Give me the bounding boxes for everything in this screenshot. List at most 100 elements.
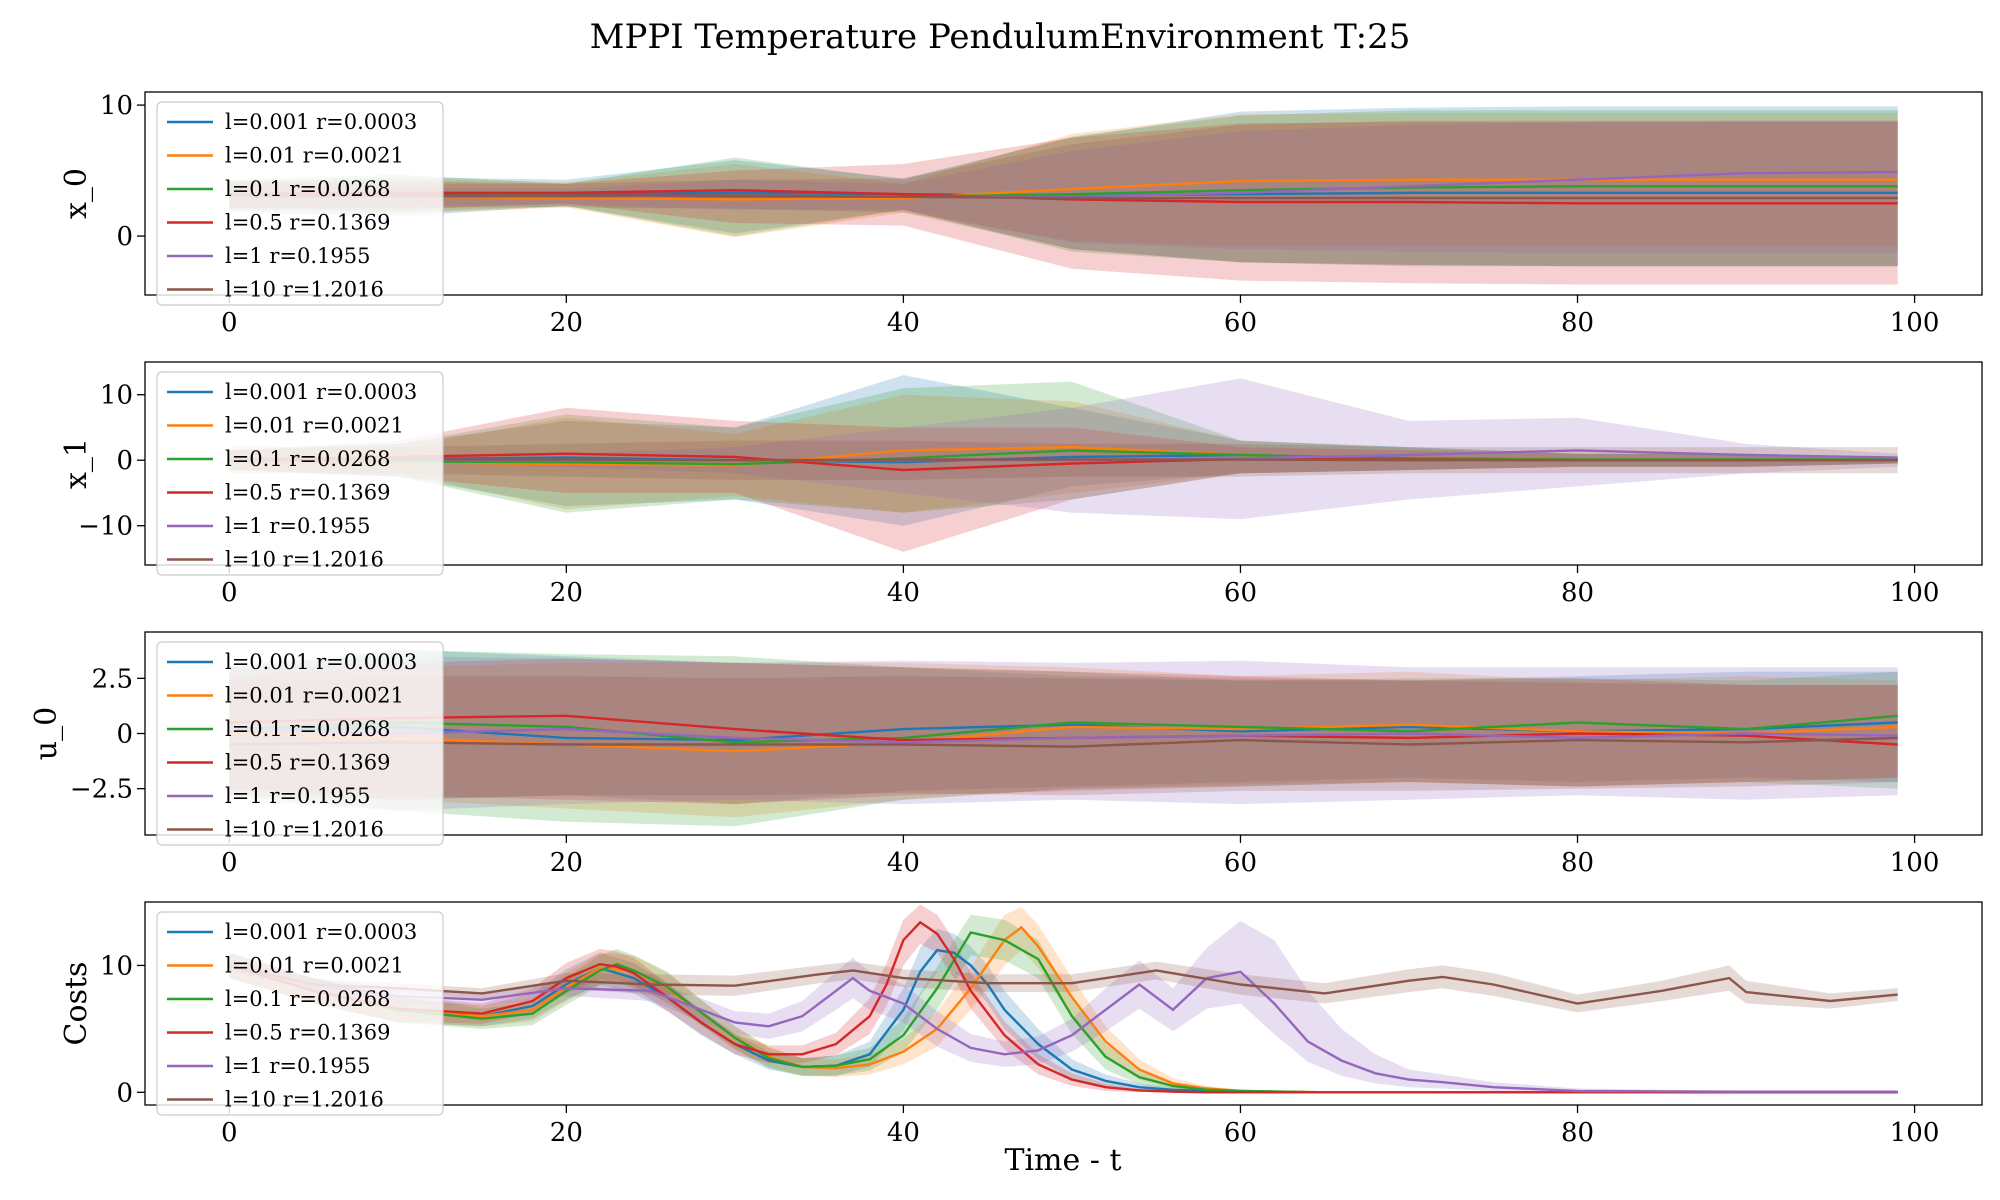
line-l-0-5-r-0-1369 bbox=[229, 188, 1898, 205]
legend: l=0.001 r=0.0003 l=0.01 r=0.0021 l=0.1 r=0… bbox=[156, 641, 444, 846]
legend-label: l=0.1 r=0.0268 bbox=[225, 177, 391, 201]
x-tick-label: 20 bbox=[550, 1118, 583, 1148]
legend-label: l=10 r=1.2016 bbox=[225, 548, 384, 572]
x-tick-label: 40 bbox=[887, 578, 920, 608]
axes-frame bbox=[144, 91, 1983, 296]
y-tick-label: −10 bbox=[78, 512, 133, 542]
subplot-x-0: 0 20 40 60 80 100 0 10 x_0 l=0.001 r=0.0003 l=0.01… bbox=[59, 91, 1983, 338]
x-tick-label: 20 bbox=[550, 578, 583, 608]
line-l-0-5-r-0-1369 bbox=[228, 920, 1898, 1094]
legend-label: l=0.001 r=0.0003 bbox=[225, 920, 417, 944]
x-tick-label: 80 bbox=[1561, 1118, 1594, 1148]
plot-area bbox=[229, 106, 1898, 285]
legend-label: l=0.1 r=0.0268 bbox=[225, 717, 391, 741]
legend-label: l=0.5 r=0.1369 bbox=[225, 751, 391, 775]
x-tick-label: 60 bbox=[1224, 848, 1257, 878]
line-l-1-r-0-1955 bbox=[229, 170, 1898, 199]
x-tick-label: 20 bbox=[550, 308, 583, 338]
legend: l=0.001 r=0.0003 l=0.01 r=0.0021 l=0.1 r=0… bbox=[156, 371, 444, 576]
x-tick-label: 40 bbox=[887, 848, 920, 878]
x-tick-label: 0 bbox=[221, 578, 238, 608]
legend: l=0.001 r=0.0003 l=0.01 r=0.0021 l=0.1 r=0… bbox=[156, 101, 444, 306]
x-tick-label: 40 bbox=[887, 1118, 920, 1148]
band-l-0-001-r-0-0003 bbox=[229, 928, 1898, 1093]
legend-label: l=1 r=0.1955 bbox=[225, 244, 370, 268]
legend-label: l=0.001 r=0.0003 bbox=[225, 650, 417, 674]
legend-box bbox=[156, 371, 444, 576]
line-l-10-r-1-2016 bbox=[229, 964, 1898, 1005]
band-l-0-5-r-0-1369 bbox=[229, 407, 1898, 552]
y-axis-label: x_0 bbox=[59, 168, 94, 219]
legend-box bbox=[156, 641, 444, 846]
x-tick-label: 40 bbox=[887, 308, 920, 338]
axes-frame bbox=[144, 901, 1983, 1106]
band-l-0-01-r-0-0021 bbox=[229, 662, 1898, 818]
x-tick-label: 20 bbox=[550, 848, 583, 878]
x-tick-label: 100 bbox=[1890, 308, 1940, 338]
plot-area bbox=[228, 904, 1898, 1094]
line-l-1-r-0-1955 bbox=[229, 964, 1898, 1093]
x-axis-label: Time - t bbox=[1004, 1143, 1121, 1178]
band-l-0-01-r-0-0021 bbox=[229, 113, 1898, 247]
band-l-1-r-0-1955 bbox=[229, 120, 1898, 254]
y-tick-label: −2.5 bbox=[70, 775, 133, 805]
legend: l=0.001 r=0.0003 l=0.01 r=0.0021 l=0.1 r=0… bbox=[156, 911, 444, 1116]
y-tick-label: 0 bbox=[116, 720, 133, 750]
x-tick-label: 100 bbox=[1890, 578, 1940, 608]
x-tick-label: 60 bbox=[1224, 308, 1257, 338]
legend-label: l=1 r=0.1955 bbox=[225, 784, 370, 808]
legend-label: l=0.5 r=0.1369 bbox=[225, 211, 391, 235]
subplot-u-0: 0 20 40 60 80 100−2.502.5u_0l=0.001 r=0.0003l… bbox=[29, 631, 1983, 878]
x-tick-label: 0 bbox=[221, 308, 238, 338]
x-tick-label: 80 bbox=[1561, 308, 1594, 338]
line-l-10-r-1-2016 bbox=[229, 736, 1898, 748]
y-tick-label: 10 bbox=[100, 951, 133, 981]
line-l-0-1-r-0-0268 bbox=[229, 714, 1898, 744]
axes-frame bbox=[144, 361, 1983, 566]
plot-area bbox=[229, 375, 1898, 552]
plot-area bbox=[229, 649, 1898, 827]
figure-title: MPPI Temperature PendulumEnvironment T:2… bbox=[590, 17, 1411, 57]
legend-label: l=10 r=1.2016 bbox=[225, 818, 384, 842]
x-tick-label: 60 bbox=[1224, 578, 1257, 608]
y-axis-label: u_0 bbox=[29, 707, 64, 760]
y-tick-label: 2.5 bbox=[92, 664, 133, 694]
band-l-0-5-r-0-1369 bbox=[229, 658, 1898, 805]
legend-box bbox=[156, 101, 444, 306]
legend-label: l=0.01 r=0.0021 bbox=[225, 144, 404, 168]
legend-label: l=0.001 r=0.0003 bbox=[225, 380, 417, 404]
y-tick-label: 0 bbox=[116, 222, 133, 252]
x-tick-label: 0 bbox=[221, 1118, 238, 1148]
line-l-10-r-1-2016 bbox=[229, 194, 1898, 200]
legend-label: l=0.01 r=0.0021 bbox=[225, 684, 404, 708]
x-tick-label: 80 bbox=[1561, 848, 1594, 878]
y-tick-label: 0 bbox=[116, 446, 133, 476]
line-l-0-001-r-0-0003 bbox=[229, 721, 1898, 742]
x-tick-label: 100 bbox=[1890, 848, 1940, 878]
band-l-1-r-0-1955 bbox=[229, 656, 1898, 811]
y-tick-label: 10 bbox=[100, 91, 133, 121]
legend-label: l=0.1 r=0.0268 bbox=[225, 447, 391, 471]
legend-label: l=0.01 r=0.0021 bbox=[225, 954, 404, 978]
legend-label: l=0.001 r=0.0003 bbox=[225, 110, 417, 134]
legend-box bbox=[156, 911, 444, 1116]
band-l-0-001-r-0-0003 bbox=[229, 106, 1898, 267]
legend-label: l=10 r=1.2016 bbox=[225, 1088, 384, 1112]
legend-label: l=0.1 r=0.0268 bbox=[225, 987, 391, 1011]
y-axis-label: Costs bbox=[59, 962, 94, 1046]
x-tick-label: 60 bbox=[1224, 1118, 1257, 1148]
band-l-1-r-0-1955 bbox=[229, 378, 1898, 520]
line-l-1-r-0-1955 bbox=[229, 727, 1898, 744]
x-tick-label: 80 bbox=[1561, 578, 1594, 608]
x-tick-label: 100 bbox=[1890, 1118, 1940, 1148]
legend-label: l=1 r=0.1955 bbox=[225, 1054, 370, 1078]
line-l-10-r-1-2016 bbox=[229, 458, 1898, 462]
legend-label: l=0.5 r=0.1369 bbox=[225, 1021, 391, 1045]
band-l-0-01-r-0-0021 bbox=[229, 394, 1898, 513]
legend-label: l=0.5 r=0.1369 bbox=[225, 481, 391, 505]
band-l-0-5-r-0-1369 bbox=[229, 122, 1898, 285]
